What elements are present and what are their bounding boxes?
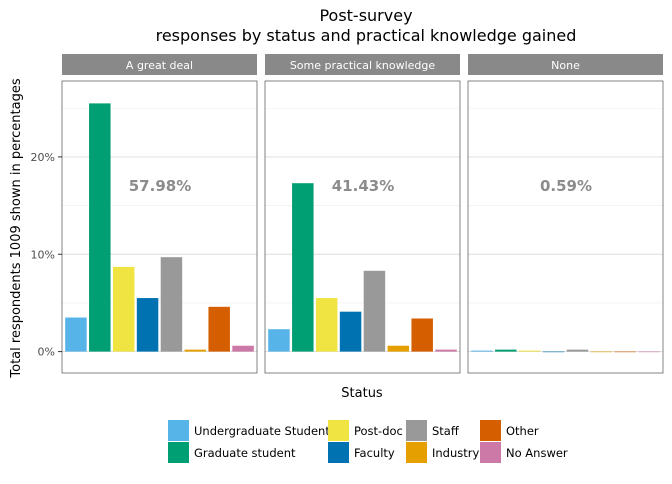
facet-strip [62,54,257,75]
bar [292,183,314,352]
legend-label: Industry [432,446,479,460]
facet-panels: A great deal 57.98% Some practical knowled… [61,54,664,374]
bar [590,351,613,353]
panel-total-label: 57.98% [129,177,191,195]
bar [339,311,362,352]
legend-swatch [480,420,501,441]
bar [268,329,290,352]
legend-item: Industry [406,442,479,463]
bar [435,349,457,352]
x-axis-label: Status [341,386,383,401]
legend-label: Undergraduate Student [194,424,330,438]
legend-swatch [406,442,427,463]
legend-item: Undergraduate Student [168,420,330,441]
facet-panel: Some practical knowledge 41.43% [264,54,461,374]
bar [614,351,636,353]
bar [315,298,338,352]
panel-total-label: 41.43% [332,177,394,195]
bar [411,318,433,352]
facet-strip [265,54,460,75]
facet-strip-label: None [551,59,580,72]
bar [495,349,517,352]
legend-swatch [328,420,349,441]
y-tick-label: 0% [38,346,55,359]
legend-item: Graduate student [168,442,296,463]
legend-item: No Answer [480,442,568,463]
bar [184,349,207,352]
bar [160,257,183,352]
bar [387,345,410,352]
bar [638,351,660,353]
facet-strip-label: Some practical knowledge [290,59,436,72]
legend-item: Staff [406,420,460,441]
legend-swatch [406,420,427,441]
facet-panel: None 0.59% [467,54,664,374]
legend-item: Other [480,420,539,441]
facet-strip-label: A great deal [126,59,193,72]
bar [208,306,230,352]
legend-item: Post-doc [328,420,403,441]
panel-border [264,80,461,374]
legend-label: Graduate student [194,446,296,460]
panel-border [467,80,664,374]
bar [65,317,87,352]
bar [518,350,541,352]
y-axis-label: Total respondents 1009 shown in percenta… [9,78,24,378]
chart-title: Post-survey [319,6,412,25]
legend-label: Other [506,424,539,438]
bar [471,350,493,352]
facet-panel: A great deal 57.98% [61,54,258,374]
legend-label: Faculty [354,446,395,460]
panel-total-label: 0.59% [540,177,592,195]
panel-border [61,80,258,374]
y-axis-ticks: 0% 10% 20% [31,151,62,359]
legend-label: Staff [432,424,460,438]
bar [363,270,386,352]
y-tick-label: 20% [31,151,55,164]
legend-swatch [480,442,501,463]
legend: Undergraduate Student Graduate student Pos… [168,420,568,463]
legend-label: Post-doc [354,424,403,438]
bar [136,298,159,352]
bar [542,351,565,353]
legend-swatch [168,442,189,463]
bar [112,266,135,352]
legend-swatch [328,442,349,463]
bar [89,103,111,352]
chart-subtitle: responses by status and practical knowle… [156,26,577,45]
bar [566,349,589,352]
y-tick-label: 10% [31,248,55,261]
bar [232,345,254,352]
facet-strip [468,54,663,75]
legend-swatch [168,420,189,441]
legend-label: No Answer [506,446,568,460]
legend-item: Faculty [328,442,395,463]
